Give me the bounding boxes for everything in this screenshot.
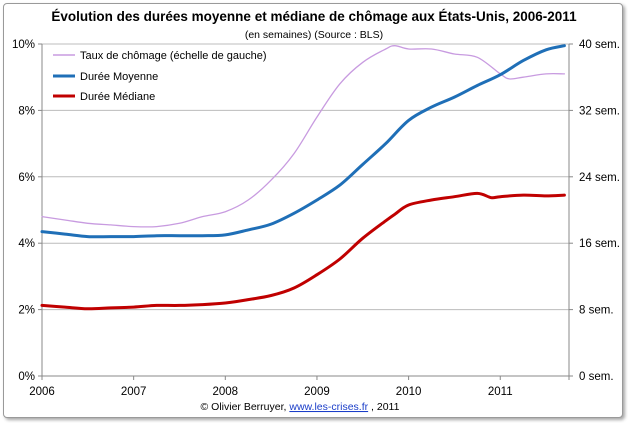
y-left-tick-label: 8% (18, 105, 35, 117)
chart-subtitle: (en semaines) (Source : BLS) (245, 29, 383, 41)
x-tick-label: 2010 (396, 386, 422, 398)
y-right-tick-label: 24 sem. (579, 172, 620, 184)
credit-link[interactable]: www.les-crises.fr (288, 401, 368, 413)
x-tick-label: 2006 (29, 386, 55, 398)
y-left-tick-label: 10% (12, 39, 35, 51)
gridlines (42, 43, 569, 311)
series-line-unemployment-rate (41, 45, 566, 228)
y-left-tick-label: 4% (18, 238, 35, 250)
legend-label-mean-duration: Durée Moyenne (80, 71, 158, 83)
y-right-tick-label: 16 sem. (579, 238, 620, 250)
series-line-median-duration (40, 191, 566, 311)
series-layer (40, 44, 566, 311)
x-tick-label: 2009 (304, 386, 330, 398)
legend: Taux de chômage (échelle de gauche) Duré… (53, 50, 267, 103)
chart-frame (3, 3, 623, 418)
tick-labels: 0% 0 sem. 2% 8 sem. 4% 16 sem. 6% 24 sem. 8% 32 s… (12, 39, 620, 398)
y-right-tick-label: 0 sem. (579, 371, 614, 383)
credit-line: © Olivier Berruyer, www.les-crises.fr , … (201, 401, 400, 413)
x-tick-label: 2007 (121, 386, 147, 398)
x-tick-label: 2011 (488, 386, 513, 398)
y-left-tick-label: 0% (18, 371, 35, 383)
legend-label-unemployment: Taux de chômage (échelle de gauche) (80, 50, 267, 62)
axes (38, 43, 573, 380)
y-right-tick-label: 32 sem. (579, 105, 620, 117)
chart-title: Évolution des durées moyenne et médiane … (51, 9, 577, 24)
credit-prefix: © Olivier Berruyer, (201, 401, 290, 413)
y-right-tick-label: 8 sem. (579, 305, 614, 317)
y-left-tick-label: 2% (18, 305, 35, 317)
series-line-mean-duration (40, 44, 566, 239)
legend-label-median-duration: Durée Médiane (80, 91, 155, 103)
y-right-tick-label: 40 sem. (579, 39, 620, 51)
credit-suffix: , 2011 (371, 401, 400, 413)
x-tick-label: 2008 (213, 386, 239, 398)
y-left-tick-label: 6% (18, 172, 35, 184)
